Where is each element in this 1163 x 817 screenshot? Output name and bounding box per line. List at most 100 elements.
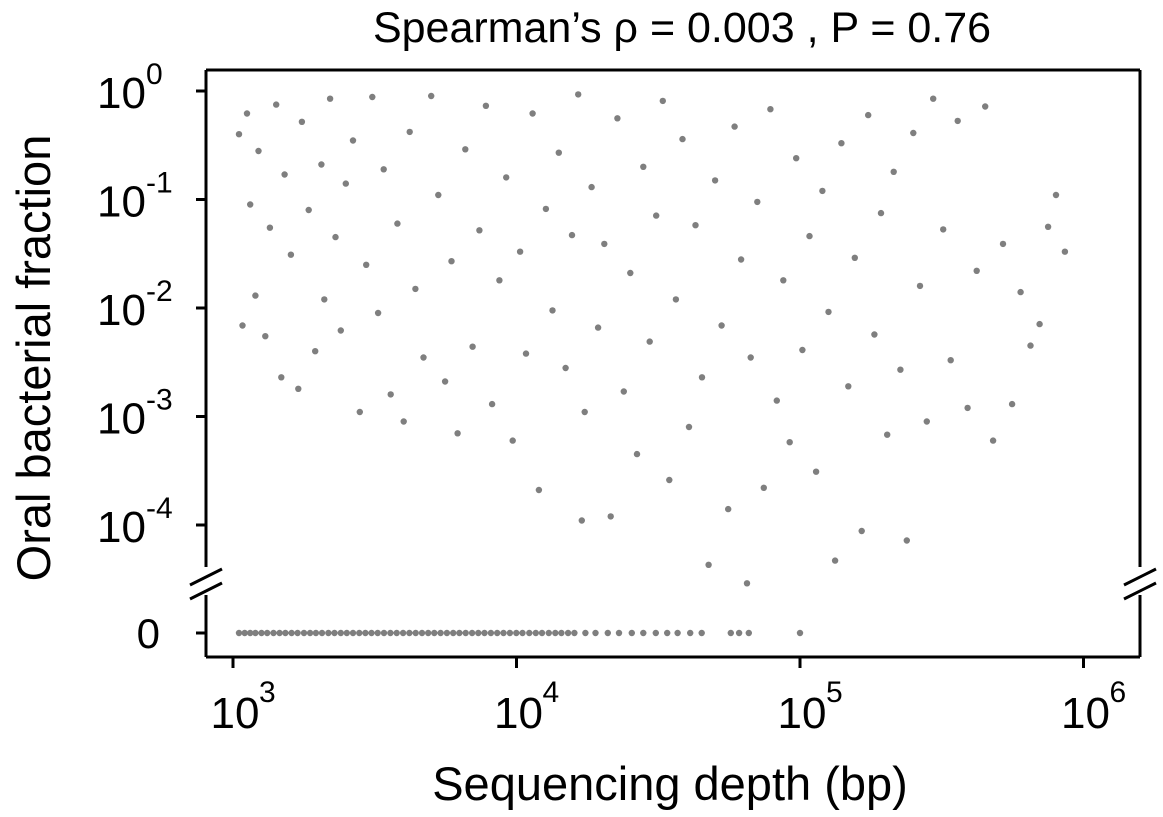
- zero-data-point: [532, 629, 539, 637]
- y-tick-label: 10: [97, 178, 146, 227]
- data-point: [718, 322, 725, 329]
- data-point: [412, 285, 419, 293]
- axis-break-right-1: [1123, 567, 1157, 587]
- zero-data-point: [519, 629, 526, 637]
- x-tick-exponent: 4: [543, 676, 560, 709]
- zero-data-point: [374, 629, 381, 637]
- zero-data-point: [270, 629, 277, 637]
- data-point: [672, 296, 680, 303]
- data-point: [278, 374, 285, 381]
- zero-data-point: [337, 629, 344, 637]
- data-point: [851, 254, 858, 261]
- zero-data-point: [312, 629, 320, 637]
- zero-data-point: [380, 629, 388, 637]
- y-tick-exponent: -2: [146, 275, 173, 308]
- zero-data-point: [745, 629, 752, 637]
- y-tick-exponent: -4: [146, 492, 173, 525]
- data-point: [369, 93, 376, 101]
- data-point: [1052, 191, 1060, 199]
- zero-data-point: [674, 629, 681, 637]
- data-point: [406, 128, 413, 136]
- data-point: [964, 404, 971, 412]
- x-tick-exponent: 3: [259, 676, 276, 709]
- zero-data-point: [652, 629, 659, 637]
- data-point: [578, 517, 585, 524]
- data-point: [954, 117, 961, 125]
- data-point: [594, 324, 602, 331]
- data-point: [542, 205, 550, 213]
- data-point: [773, 397, 780, 404]
- data-point: [305, 206, 312, 214]
- zero-data-point: [252, 629, 259, 637]
- zero-data-point: [318, 629, 326, 637]
- data-point: [930, 95, 937, 102]
- data-point: [806, 232, 813, 240]
- zero-data-point: [558, 629, 565, 637]
- zero-data-point: [368, 629, 375, 637]
- y-zero-tick-label: 0: [137, 610, 160, 657]
- y-tick-exponent: -1: [146, 167, 173, 200]
- data-point: [356, 408, 363, 416]
- data-point: [469, 343, 476, 350]
- zero-data-point: [362, 629, 369, 637]
- x-tick-label: 10: [211, 689, 260, 738]
- zero-data-point: [615, 629, 623, 637]
- data-point: [685, 423, 693, 431]
- data-point: [601, 240, 608, 248]
- zero-data-point: [306, 629, 314, 637]
- data-point: [287, 251, 295, 258]
- data-point: [243, 110, 251, 117]
- zero-data-point: [468, 629, 476, 637]
- data-point: [698, 374, 706, 381]
- data-point: [614, 115, 621, 122]
- data-point: [496, 277, 503, 284]
- y-tick-label: 10: [97, 69, 146, 118]
- data-point: [503, 174, 510, 181]
- data-point: [575, 91, 582, 98]
- data-point: [441, 378, 449, 385]
- data-point: [262, 333, 269, 340]
- data-point: [394, 220, 401, 227]
- axis-break-left-2: [189, 581, 223, 601]
- data-point: [607, 513, 614, 520]
- data-point: [588, 183, 595, 191]
- data-point: [326, 95, 334, 102]
- zero-data-point: [282, 629, 289, 637]
- zero-data-point: [664, 629, 671, 637]
- data-point: [819, 187, 826, 195]
- axis-break-right-2: [1123, 581, 1157, 601]
- data-point: [903, 537, 910, 544]
- zero-data-point: [235, 629, 243, 637]
- zero-data-point: [698, 629, 705, 637]
- data-point: [298, 118, 306, 126]
- data-point: [363, 261, 370, 268]
- data-point: [374, 309, 382, 317]
- data-point: [947, 357, 954, 364]
- zero-data-point: [418, 629, 426, 637]
- zero-data-point: [431, 629, 438, 637]
- data-point: [380, 166, 387, 173]
- zero-data-point: [393, 629, 400, 637]
- data-point: [653, 212, 660, 219]
- y-tick-label: 10: [97, 503, 146, 552]
- data-point: [646, 338, 653, 345]
- data-point: [1061, 248, 1069, 255]
- data-point: [711, 177, 719, 184]
- data-point: [786, 439, 793, 446]
- zero-data-point: [640, 629, 647, 637]
- zero-data-point: [294, 629, 301, 637]
- zero-data-point: [456, 629, 463, 637]
- zero-data-point: [481, 629, 488, 637]
- zero-value-points: [235, 629, 804, 637]
- data-point: [568, 231, 576, 239]
- data-point: [633, 450, 641, 458]
- zero-data-point: [264, 629, 271, 637]
- data-point: [982, 103, 989, 110]
- data-point: [400, 418, 407, 425]
- data-point: [349, 137, 357, 144]
- data-point: [858, 527, 865, 535]
- data-point: [387, 391, 394, 398]
- data-point: [705, 561, 712, 568]
- data-point: [529, 110, 536, 117]
